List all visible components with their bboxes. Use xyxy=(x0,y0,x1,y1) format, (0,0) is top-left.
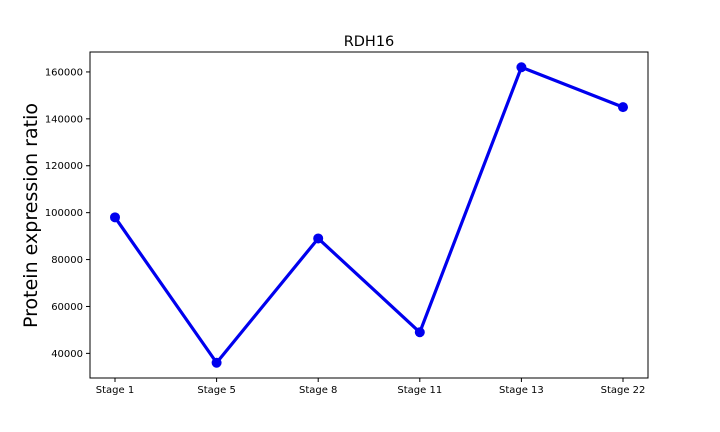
x-tick-label: Stage 13 xyxy=(499,385,544,396)
data-point xyxy=(414,327,425,338)
x-tick-label: Stage 1 xyxy=(96,385,134,396)
y-axis-label: Protein expression ratio xyxy=(20,103,42,328)
y-tick-label: 100000 xyxy=(45,208,83,219)
x-tick-label: Stage 22 xyxy=(601,385,646,396)
y-tick-label: 80000 xyxy=(51,255,83,266)
x-tick-label: Stage 5 xyxy=(197,385,235,396)
chart-title: RDH16 xyxy=(344,34,395,50)
x-axis: Stage 1 Stage 5 Stage 8 Stage 11 Stage 13 Sta… xyxy=(96,378,646,396)
plot-frame xyxy=(89,51,649,379)
y-tick-label: 40000 xyxy=(51,349,83,360)
data-point xyxy=(110,212,120,223)
data-point xyxy=(516,62,527,73)
data-point xyxy=(618,102,628,113)
x-tick-label: Stage 11 xyxy=(397,385,442,396)
y-tick-label: 120000 xyxy=(45,161,83,172)
data-point xyxy=(313,233,324,244)
series-line xyxy=(113,65,625,365)
data-point xyxy=(211,357,222,368)
y-axis: 40000 60000 80000 100000 120000 140000 160000 xyxy=(45,67,90,360)
y-tick-label: 140000 xyxy=(45,114,83,125)
y-tick-label: 60000 xyxy=(51,302,83,313)
plot-series xyxy=(110,62,628,368)
x-tick-label: Stage 8 xyxy=(299,385,337,396)
y-tick-label: 160000 xyxy=(45,67,83,78)
